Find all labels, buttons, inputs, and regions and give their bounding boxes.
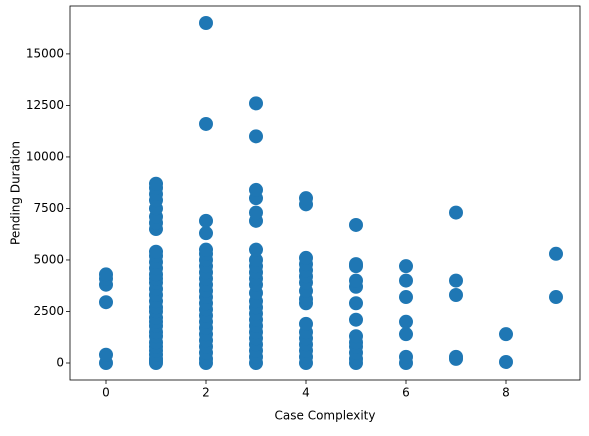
point (399, 349, 413, 364)
x-tick-label: 0 (102, 386, 110, 400)
y-tick-label: 10000 (26, 149, 64, 163)
point (349, 273, 363, 288)
point (499, 354, 513, 369)
point (199, 213, 213, 228)
point (249, 205, 263, 220)
y-tick-label: 2500 (33, 304, 64, 318)
point (449, 349, 463, 364)
x-tick-label: 2 (202, 386, 210, 400)
y-tick-label: 0 (56, 356, 64, 370)
point (549, 290, 563, 305)
point (399, 327, 413, 342)
x-axis-label: Case Complexity (275, 409, 376, 423)
point (449, 205, 463, 220)
plot-frame (69, 5, 581, 381)
point (449, 273, 463, 288)
point (549, 246, 563, 261)
point (349, 296, 363, 311)
point (299, 191, 313, 206)
point (99, 267, 113, 282)
point (199, 242, 213, 257)
point (399, 259, 413, 274)
point (349, 217, 363, 232)
point (299, 316, 313, 331)
point (249, 252, 263, 267)
point (249, 182, 263, 197)
y-tick-label: 15000 (26, 46, 64, 60)
x-tick-label: 6 (402, 386, 410, 400)
point (99, 295, 113, 310)
point (349, 312, 363, 327)
point (249, 242, 263, 257)
y-tick-label: 7500 (33, 201, 64, 215)
point (449, 288, 463, 302)
y-axis-label: Pending Duration (9, 141, 23, 245)
point (199, 226, 213, 241)
y-tick-label: 5000 (33, 252, 64, 266)
point (399, 314, 413, 329)
point (249, 129, 263, 144)
y-tick-label: 12500 (26, 98, 64, 112)
point (199, 16, 213, 30)
point (249, 96, 263, 111)
point (399, 290, 413, 305)
point (299, 250, 313, 265)
point (399, 273, 413, 288)
point (349, 257, 363, 272)
point (499, 327, 513, 342)
point (199, 116, 213, 131)
point (149, 244, 163, 259)
x-tick-label: 4 (302, 386, 310, 400)
x-tick-label: 8 (502, 386, 510, 400)
point (349, 329, 363, 344)
point (99, 347, 113, 362)
point (149, 176, 163, 191)
